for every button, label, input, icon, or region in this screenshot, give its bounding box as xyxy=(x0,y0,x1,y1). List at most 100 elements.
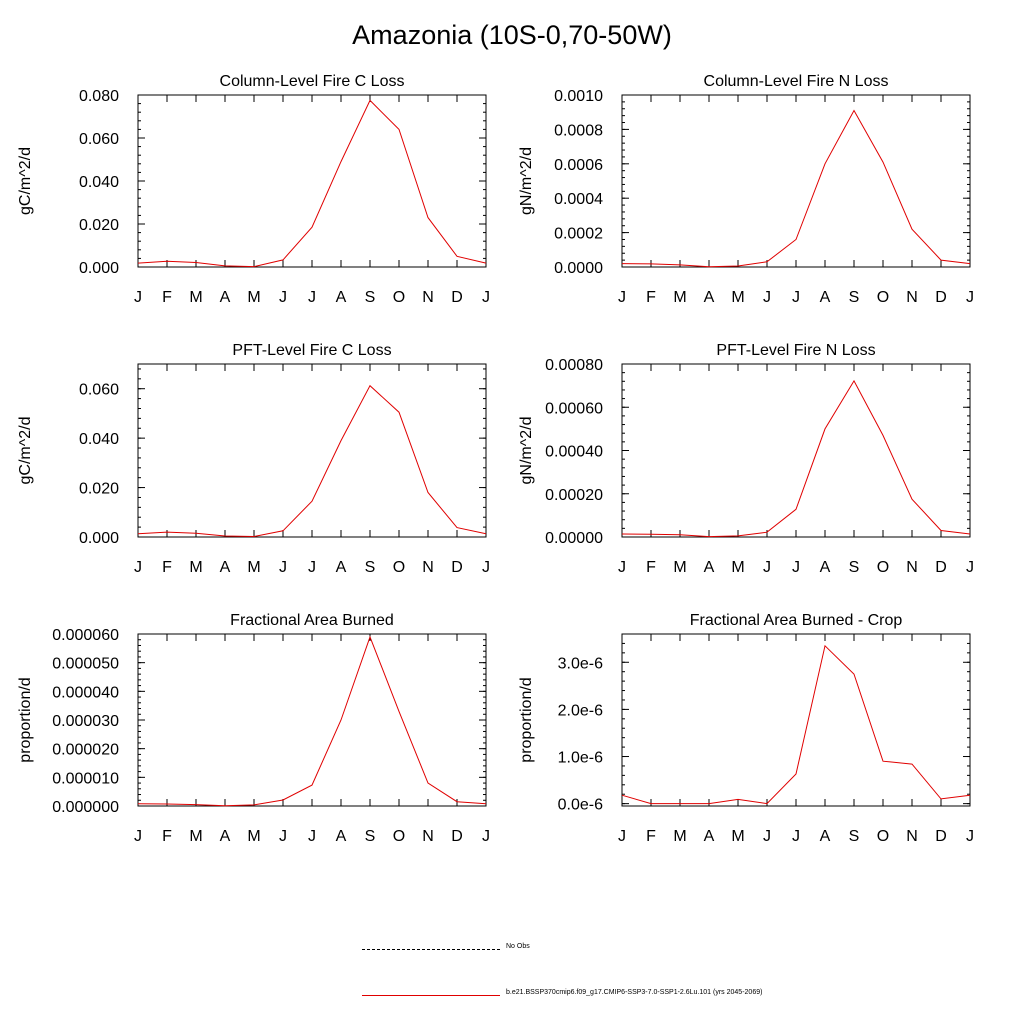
x-tick-label: J xyxy=(763,289,771,306)
y-tick-label: 0.00040 xyxy=(545,444,603,461)
y-tick-label: 0.00060 xyxy=(545,400,603,417)
panel-title: Fractional Area Burned xyxy=(230,612,394,629)
x-tick-label: J xyxy=(279,559,287,576)
x-tick-label: A xyxy=(820,559,831,576)
y-tick-label: 0.0e-6 xyxy=(558,797,603,814)
legend-item-simulation: b.e21.BSSP370cmip6.f09_g17.CMIP6-SSP3-7.… xyxy=(362,986,962,1006)
x-tick-label: M xyxy=(673,828,686,845)
panel-title: PFT-Level Fire C Loss xyxy=(232,342,391,359)
x-tick-label: S xyxy=(849,559,860,576)
x-tick-label: J xyxy=(134,289,142,306)
x-tick-label: A xyxy=(336,289,347,306)
x-tick-label: M xyxy=(189,828,202,845)
x-tick-label: D xyxy=(451,289,463,306)
x-tick-label: A xyxy=(220,559,231,576)
panel-title: Column-Level Fire C Loss xyxy=(220,73,405,90)
y-tick-label: 0.040 xyxy=(79,174,119,191)
x-tick-label: J xyxy=(134,559,142,576)
legend-dashed-line xyxy=(362,949,500,950)
legend-red-line xyxy=(362,995,500,996)
y-tick-label: 0.0006 xyxy=(554,157,603,174)
x-tick-label: M xyxy=(247,289,260,306)
x-tick-label: A xyxy=(704,289,715,306)
x-tick-label: A xyxy=(820,289,831,306)
x-tick-label: M xyxy=(247,559,260,576)
x-tick-label: J xyxy=(308,828,316,845)
y-tick-label: 0.000010 xyxy=(52,770,119,787)
y-axis-label: gC/m^2/d xyxy=(17,417,34,485)
y-tick-label: 0.000060 xyxy=(52,627,119,644)
x-tick-label: M xyxy=(731,559,744,576)
x-tick-label: J xyxy=(279,828,287,845)
plot-frame xyxy=(137,363,487,538)
y-tick-label: 0.000 xyxy=(79,530,119,547)
panel-title: PFT-Level Fire N Loss xyxy=(716,342,875,359)
x-tick-label: J xyxy=(792,828,800,845)
x-tick-label: N xyxy=(906,289,918,306)
chart-panel-6: Fractional Area Burned - Crop proportion/… xyxy=(518,612,974,845)
x-tick-label: J xyxy=(308,559,316,576)
x-tick-label: S xyxy=(365,559,376,576)
x-tick-label: J xyxy=(482,828,490,845)
x-tick-label: M xyxy=(673,559,686,576)
x-tick-label: M xyxy=(731,828,744,845)
y-axis-label: gC/m^2/d xyxy=(17,147,34,215)
plot-frame xyxy=(621,363,971,538)
x-tick-label: F xyxy=(162,828,172,845)
y-tick-label: 0.000020 xyxy=(52,742,119,759)
x-tick-label: A xyxy=(220,289,231,306)
x-tick-label: D xyxy=(935,828,947,845)
y-tick-label: 0.0000 xyxy=(554,260,603,277)
plot-frame xyxy=(621,633,971,807)
y-tick-label: 0.000030 xyxy=(52,713,119,730)
y-tick-label: 0.0002 xyxy=(554,226,603,243)
x-tick-label: O xyxy=(393,828,405,845)
x-tick-label: J xyxy=(308,289,316,306)
y-axis-label: gN/m^2/d xyxy=(518,417,535,485)
x-tick-label: N xyxy=(422,828,434,845)
x-tick-label: N xyxy=(906,828,918,845)
y-tick-label: 0.060 xyxy=(79,382,119,399)
x-tick-label: N xyxy=(906,559,918,576)
y-tick-label: 0.000040 xyxy=(52,684,119,701)
x-tick-label: J xyxy=(618,828,626,845)
x-tick-label: J xyxy=(966,289,974,306)
y-tick-label: 0.0010 xyxy=(554,88,603,105)
y-tick-label: 0.00080 xyxy=(545,357,603,374)
x-tick-label: N xyxy=(422,559,434,576)
x-tick-label: N xyxy=(422,289,434,306)
x-tick-label: M xyxy=(673,289,686,306)
x-tick-label: J xyxy=(618,289,626,306)
panel-title: Column-Level Fire N Loss xyxy=(704,73,889,90)
x-tick-label: A xyxy=(820,828,831,845)
series-line xyxy=(137,635,487,807)
x-tick-label: F xyxy=(162,559,172,576)
x-tick-label: O xyxy=(877,289,889,306)
x-tick-label: J xyxy=(134,828,142,845)
x-tick-label: M xyxy=(731,289,744,306)
y-tick-label: 0.020 xyxy=(79,217,119,234)
x-tick-label: J xyxy=(279,289,287,306)
x-tick-label: J xyxy=(618,559,626,576)
x-tick-label: D xyxy=(935,289,947,306)
x-tick-label: J xyxy=(482,559,490,576)
x-tick-label: J xyxy=(763,828,771,845)
y-tick-label: 0.060 xyxy=(79,131,119,148)
series-line xyxy=(137,99,487,268)
y-tick-label: 0.00000 xyxy=(545,530,603,547)
x-tick-label: O xyxy=(877,828,889,845)
x-tick-label: D xyxy=(451,828,463,845)
x-tick-label: F xyxy=(646,828,656,845)
series-line xyxy=(621,644,971,805)
x-tick-label: S xyxy=(849,289,860,306)
x-tick-label: O xyxy=(393,559,405,576)
x-tick-label: F xyxy=(646,559,656,576)
plot-frame xyxy=(621,94,971,268)
x-tick-label: A xyxy=(336,828,347,845)
y-axis-label: proportion/d xyxy=(17,677,34,762)
plot-frame xyxy=(137,633,487,807)
